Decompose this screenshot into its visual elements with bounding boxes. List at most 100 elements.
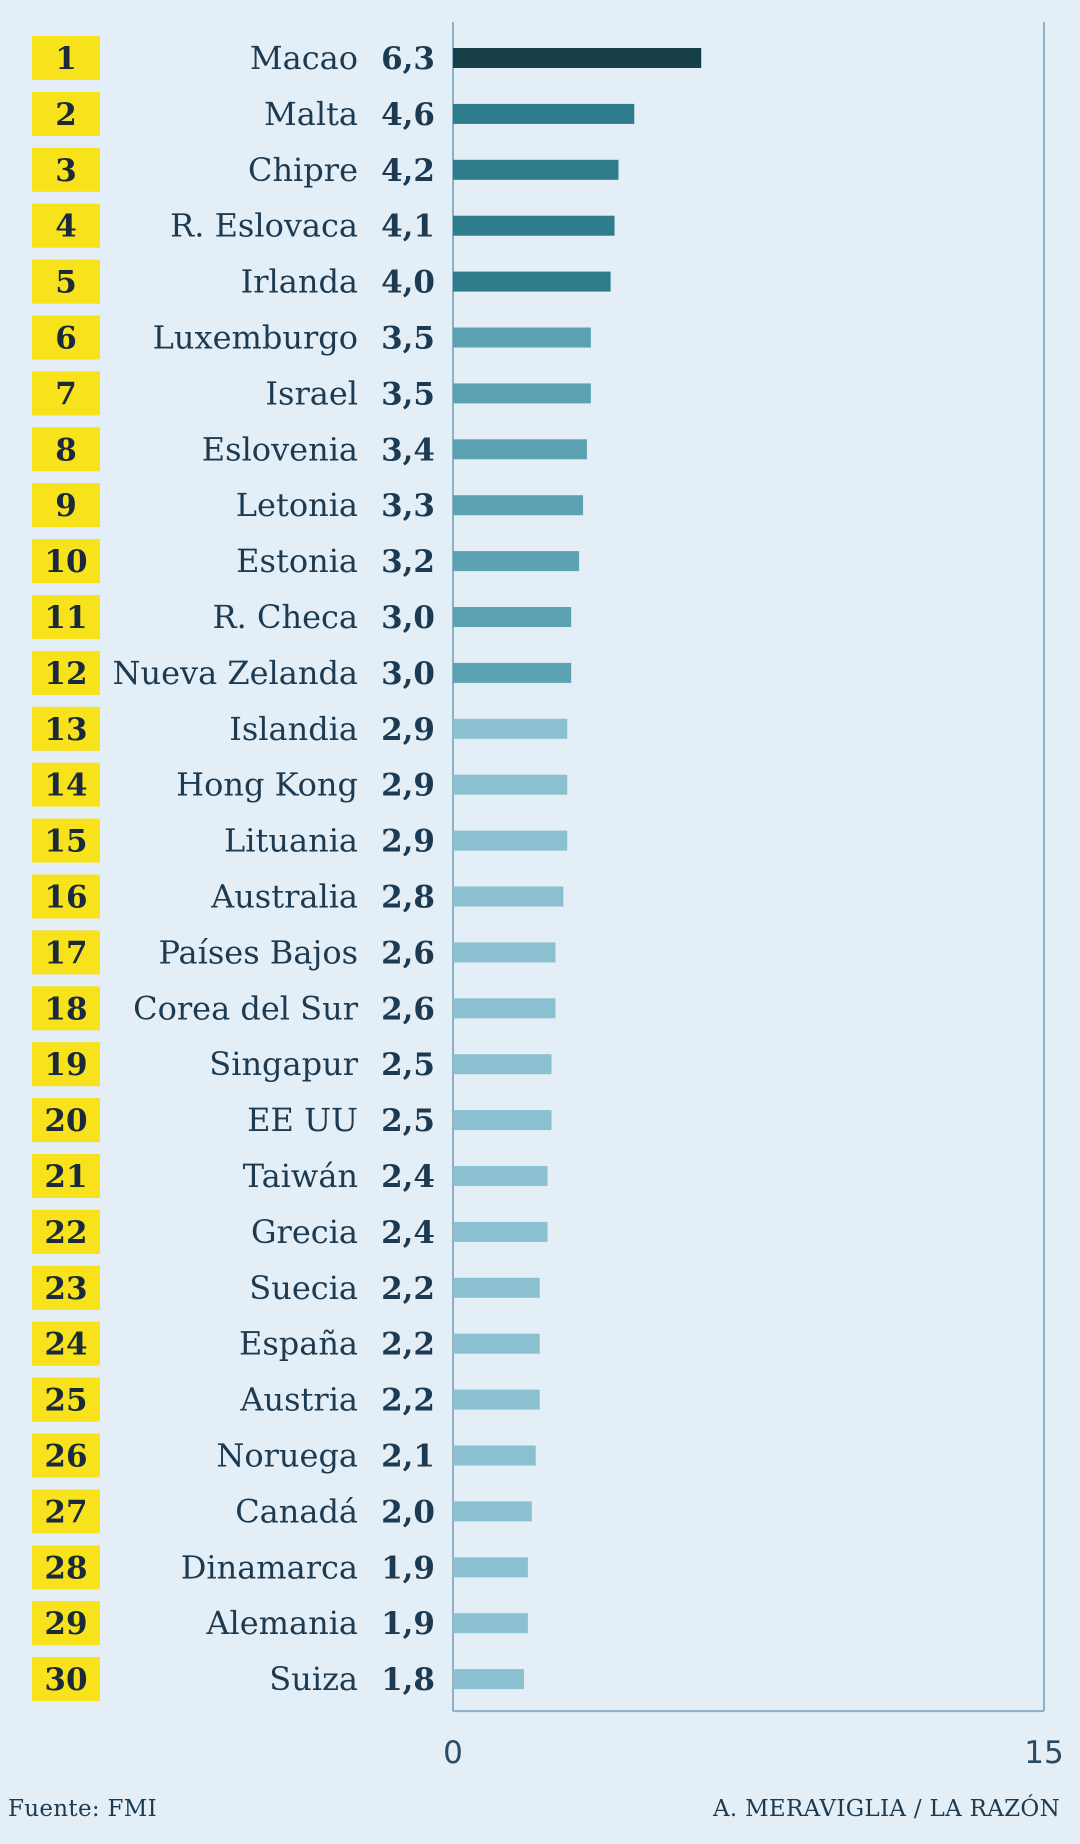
bar — [453, 215, 615, 236]
rank-badge — [32, 874, 100, 919]
bar — [453, 1669, 524, 1690]
bar — [453, 159, 619, 180]
rank-label: 14 — [44, 768, 87, 804]
rank-badge — [32, 1601, 100, 1646]
rank-badge — [32, 1433, 100, 1478]
rank-label: 18 — [44, 991, 87, 1027]
value-label: 1,9 — [381, 1550, 435, 1586]
bar — [453, 1445, 536, 1466]
value-label: 4,1 — [381, 209, 435, 245]
country-label: Letonia — [236, 486, 358, 524]
value-label: 2,5 — [381, 1103, 435, 1139]
value-label: 3,5 — [381, 321, 435, 357]
value-label: 4,0 — [381, 265, 435, 301]
country-label: R. Checa — [213, 598, 358, 636]
country-label: Australia — [210, 878, 358, 916]
rank-label: 13 — [44, 712, 87, 748]
rank-badge — [32, 259, 100, 304]
bar — [453, 718, 568, 739]
rank-label: 10 — [44, 544, 87, 580]
country-label: España — [239, 1325, 358, 1363]
value-label: 3,5 — [381, 376, 435, 412]
rank-badge — [32, 1209, 100, 1254]
value-label: 4,2 — [381, 153, 435, 189]
rank-badge — [32, 1377, 100, 1422]
rank-badge — [32, 203, 100, 248]
country-label: Singapur — [209, 1045, 358, 1083]
rank-badge — [32, 1657, 100, 1702]
bar — [453, 1333, 540, 1354]
country-label: Noruega — [216, 1437, 358, 1475]
country-label: Corea del Sur — [133, 989, 359, 1027]
value-label: 2,4 — [381, 1159, 435, 1195]
rank-badge — [32, 818, 100, 863]
rank-label: 7 — [55, 376, 77, 412]
rank-label: 4 — [55, 209, 77, 245]
value-label: 2,8 — [381, 880, 435, 916]
rank-label: 3 — [55, 153, 77, 189]
country-label: Islandia — [229, 710, 358, 748]
rank-badge — [32, 1489, 100, 1534]
country-label: Hong Kong — [176, 766, 358, 804]
rank-label: 12 — [44, 656, 87, 692]
country-label: Nueva Zelanda — [112, 654, 358, 692]
bar — [453, 327, 591, 348]
rank-badge — [32, 36, 100, 80]
rank-badge — [32, 595, 100, 639]
rank-badge — [32, 315, 100, 360]
value-label: 2,0 — [381, 1494, 435, 1530]
bar — [453, 1054, 552, 1075]
country-label: Suecia — [249, 1269, 358, 1307]
country-label: Suiza — [269, 1660, 358, 1698]
rank-badge — [32, 1154, 100, 1198]
rank-label: 26 — [44, 1439, 87, 1475]
bar — [453, 1501, 532, 1522]
rank-badge — [32, 1265, 100, 1310]
value-label: 4,6 — [381, 97, 435, 133]
bar — [453, 1557, 528, 1578]
rank-badge — [32, 650, 100, 695]
country-label: Malta — [264, 95, 358, 133]
country-label: Macao — [250, 39, 358, 77]
x-tick-label: 15 — [1024, 1735, 1063, 1771]
country-label: Canadá — [235, 1492, 358, 1530]
value-label: 2,9 — [381, 768, 435, 804]
rank-label: 20 — [44, 1103, 87, 1139]
rank-label: 8 — [55, 432, 77, 468]
bar — [453, 48, 702, 68]
rank-label: 19 — [44, 1047, 87, 1083]
rank-badge — [32, 930, 100, 975]
bar — [453, 662, 572, 683]
rank-label: 15 — [44, 824, 87, 860]
rank-badge — [32, 1042, 100, 1087]
value-label: 3,0 — [381, 656, 435, 692]
rank-badge — [32, 762, 100, 807]
country-label: Israel — [265, 374, 358, 412]
rank-badge — [32, 706, 100, 751]
rank-label: 28 — [44, 1550, 87, 1586]
bar — [453, 1110, 552, 1131]
bar — [453, 1166, 548, 1186]
value-label: 3,2 — [381, 544, 435, 580]
country-label: Irlanda — [241, 263, 358, 301]
source-note: Fuente: FMI — [8, 1796, 158, 1822]
value-label: 2,9 — [381, 712, 435, 748]
value-label: 2,4 — [381, 1215, 435, 1251]
value-label: 2,2 — [381, 1383, 435, 1419]
rank-label: 29 — [44, 1606, 87, 1642]
bar — [453, 942, 556, 963]
rank-badge — [32, 986, 100, 1031]
country-label: Grecia — [251, 1213, 358, 1251]
value-label: 2,2 — [381, 1271, 435, 1307]
rank-label: 11 — [44, 600, 87, 636]
value-label: 2,1 — [381, 1439, 435, 1475]
country-label: Dinamarca — [181, 1548, 358, 1586]
value-label: 3,4 — [381, 432, 435, 468]
rank-label: 17 — [44, 935, 87, 971]
bar — [453, 830, 568, 851]
bar — [453, 998, 556, 1019]
rank-label: 30 — [44, 1662, 87, 1698]
value-label: 2,6 — [381, 935, 435, 971]
